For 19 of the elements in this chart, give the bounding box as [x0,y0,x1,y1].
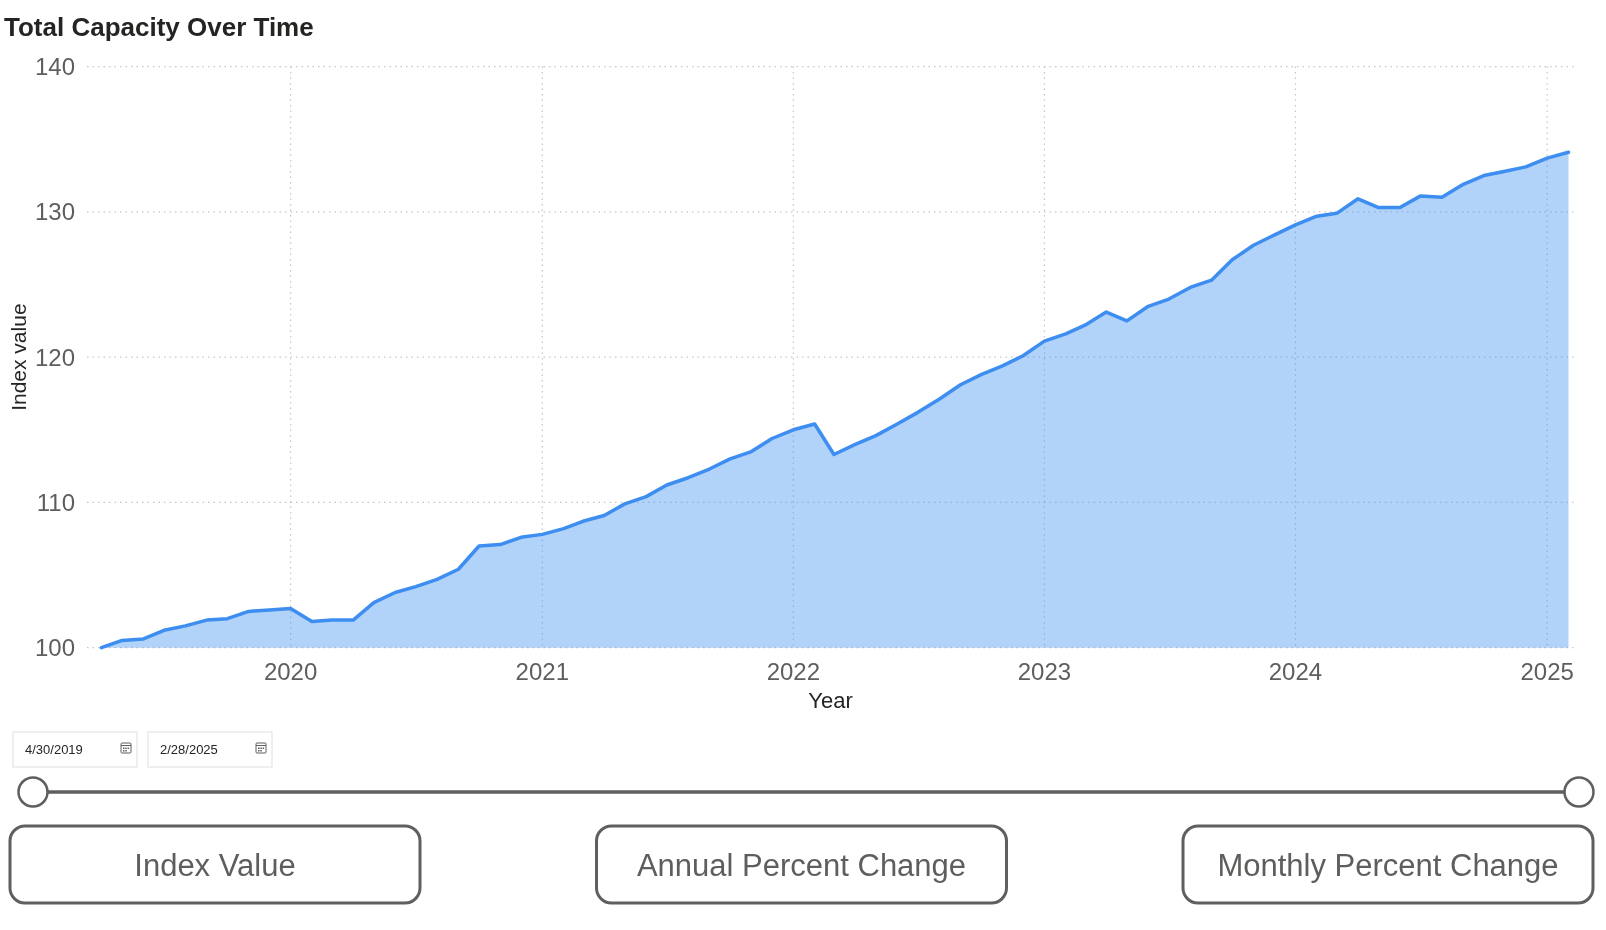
y-tick-label: 140 [34,53,75,81]
text: Monthly Percent Change [1217,848,1559,883]
text: 2/28/2025 [160,742,218,757]
x-tick-label: 2020 [263,658,318,685]
x-tick-label: 2021 [515,658,570,685]
text: Annual Percent Change [636,848,967,883]
y-tick-label: 110 [36,488,75,516]
x-tick-label: 2023 [1017,658,1072,685]
y-tick-label: 120 [34,343,75,371]
x-tick-label: 2022 [766,658,821,685]
x-tick-label: 2024 [1268,658,1323,685]
chart-title: Total Capacity Over Time [4,12,314,42]
x-axis-title: Year [808,688,853,713]
text: 4/30/2019 [25,742,83,757]
y-tick-label: 130 [34,198,75,226]
x-tick-label: 2025 [1520,658,1574,685]
text: Index Value [134,848,296,883]
y-tick-label: 100 [34,634,75,662]
y-axis-title: Index value [7,303,30,411]
